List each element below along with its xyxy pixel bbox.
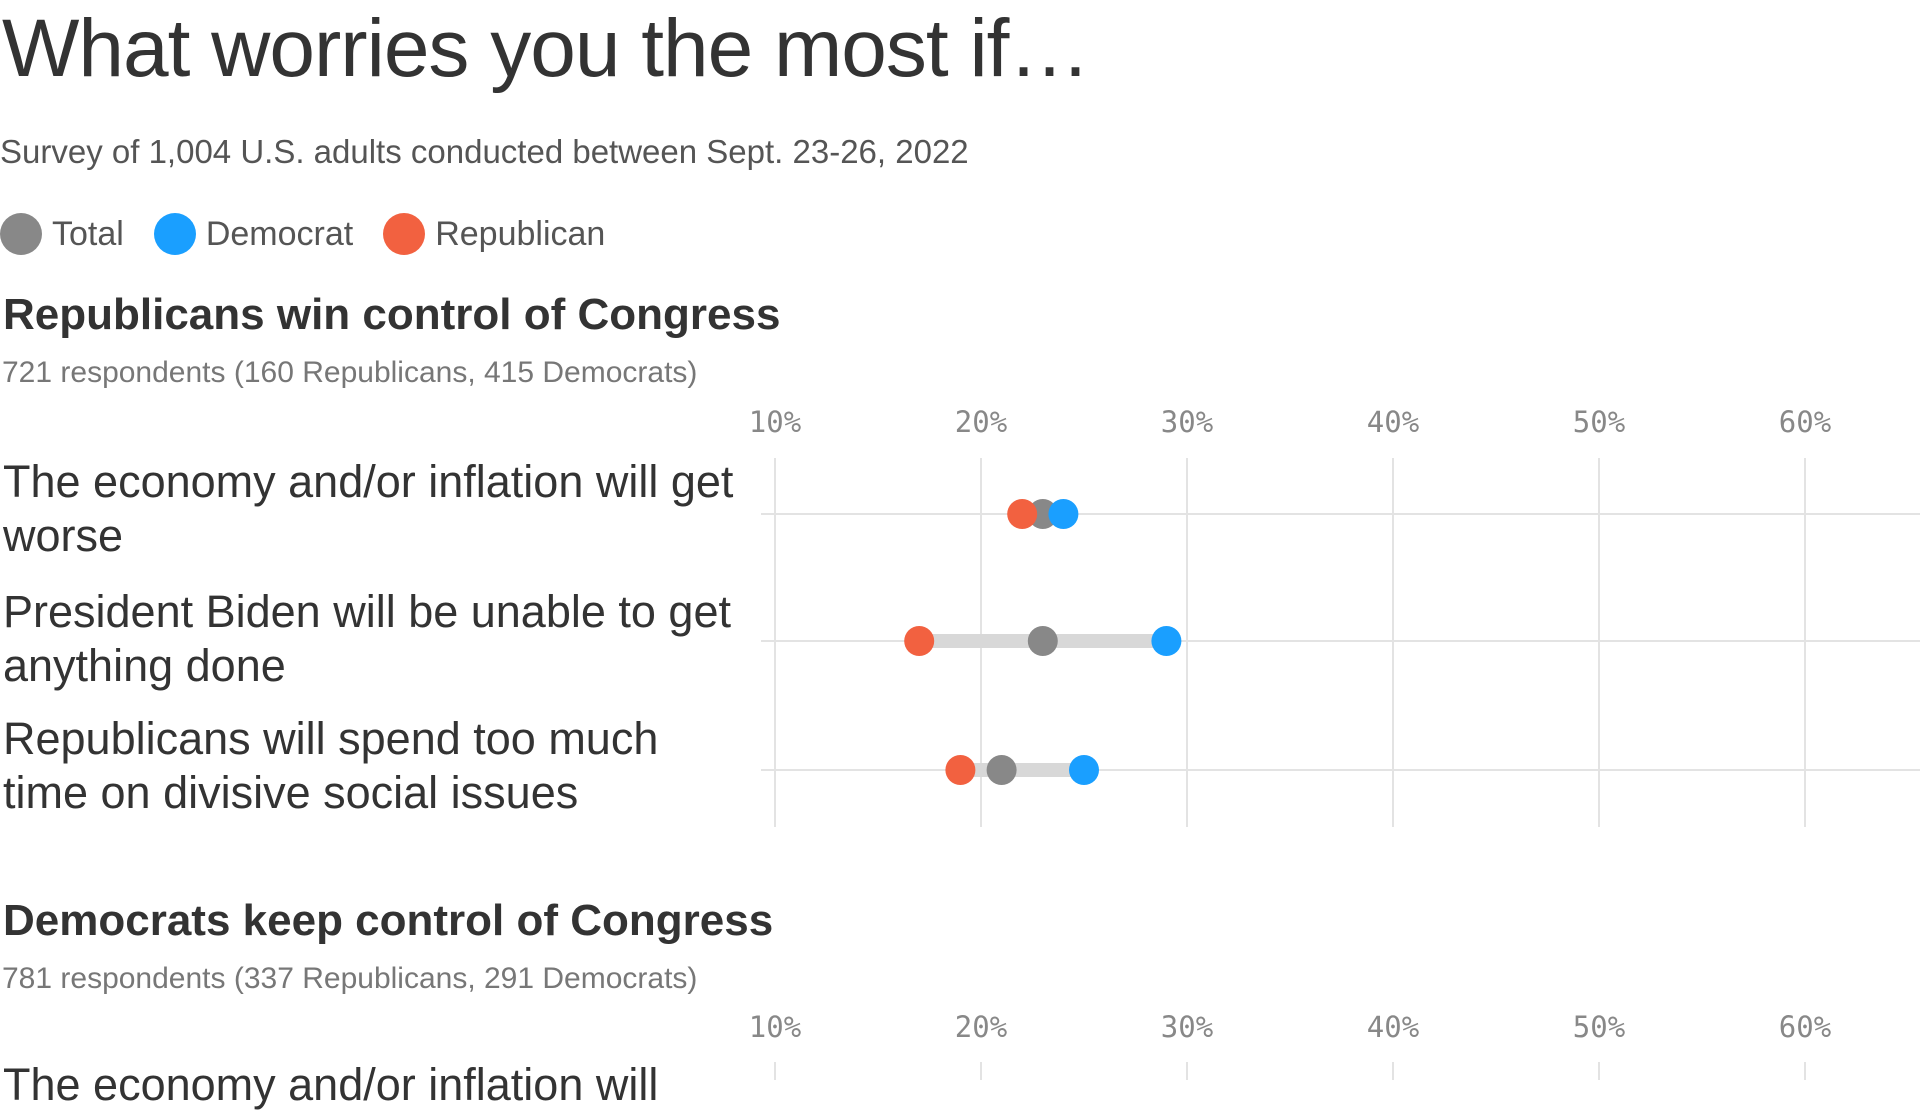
tick-label: 20% — [955, 405, 1007, 439]
legend-label-total: Total — [52, 214, 124, 253]
dot-total — [1027, 499, 1058, 529]
dot-republican — [945, 755, 976, 785]
dot-total — [1027, 626, 1058, 656]
row-label: President Biden will be unable to get an… — [3, 586, 731, 691]
chart-title: What worries you the most if… — [2, 3, 1090, 94]
tick-label: 30% — [1161, 1010, 1213, 1044]
dot-plot-svg: 10% 20% 30% 40% 50% 60% 10% 20% 30% 40% 50% 60% — [749, 405, 1920, 1080]
tick-label: 60% — [1779, 405, 1831, 439]
section-title-republicans-win: Republicans win control of Congress — [3, 290, 781, 339]
chart-subtitle: Survey of 1,004 U.S. adults conducted be… — [0, 133, 969, 170]
legend-item-republican: Republican — [383, 213, 605, 255]
dot-total — [986, 755, 1017, 785]
dot-democrat — [1151, 626, 1182, 656]
tick-label: 50% — [1573, 405, 1625, 439]
section-title-democrats-keep: Democrats keep control of Congress — [3, 896, 774, 945]
legend-item-democrat: Democrat — [153, 213, 354, 255]
row-label: The economy and/or inflation will get wo… — [3, 456, 734, 561]
legend-swatch-democrat — [153, 213, 196, 255]
section-note-republicans-win: 721 respondents (160 Republicans, 415 De… — [2, 356, 698, 389]
tick-label: 40% — [1367, 405, 1419, 439]
tick-label: 60% — [1779, 1010, 1831, 1044]
dot-republican — [1007, 499, 1038, 529]
legend-label-democrat: Democrat — [205, 214, 354, 253]
tick-label: 50% — [1573, 1010, 1625, 1044]
row-label: Republicans will spend too much time on … — [3, 713, 659, 818]
tick-label: 10% — [749, 405, 801, 439]
legend-label-republican: Republican — [435, 214, 606, 253]
dot-democrat — [1069, 755, 1099, 785]
chart-page: What worries you the most if… Survey of … — [0, 3, 1920, 1110]
legend: Total Democrat Republican — [0, 213, 605, 255]
legend-swatch-total — [0, 213, 42, 255]
section-note-democrats-keep: 781 respondents (337 Republicans, 291 De… — [2, 962, 698, 995]
dot-republican — [904, 626, 935, 656]
tick-label: 40% — [1367, 1010, 1419, 1044]
legend-item-total: Total — [0, 213, 124, 255]
dot-democrat — [1048, 499, 1079, 529]
tick-label: 30% — [1161, 405, 1213, 439]
tick-label: 10% — [749, 1010, 801, 1044]
legend-swatch-republican — [383, 213, 426, 255]
tick-label: 20% — [955, 1010, 1007, 1044]
